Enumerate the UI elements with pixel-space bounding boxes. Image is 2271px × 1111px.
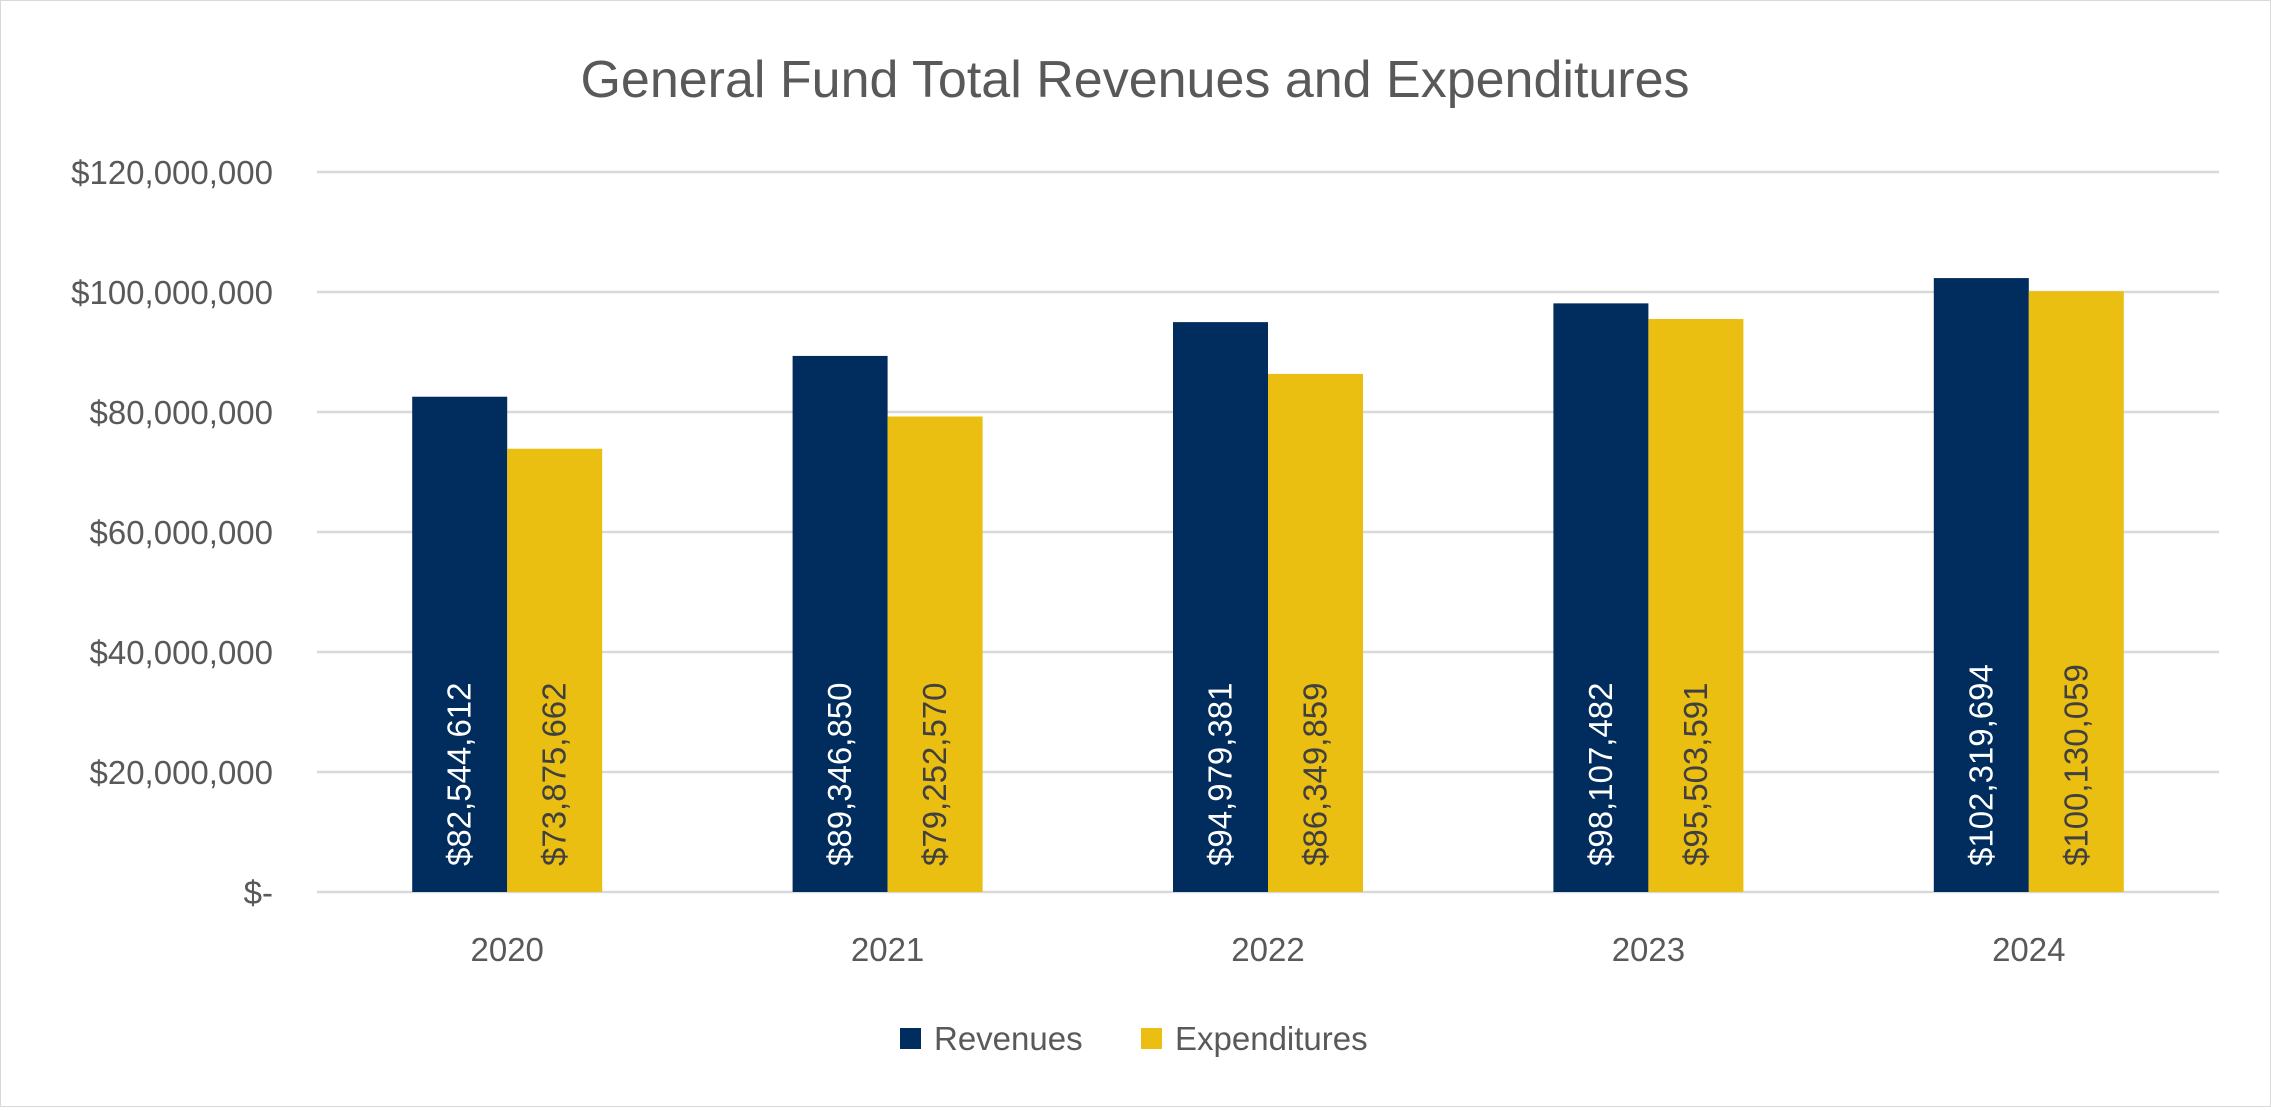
- data-label: $95,503,591: [1677, 682, 1714, 866]
- y-axis: $- $20,000,000 $40,000,000 $60,000,000 $80,0…: [71, 154, 273, 911]
- chart-title: General Fund Total Revenues and Expendit…: [580, 51, 1689, 109]
- data-label: $94,979,381: [1202, 682, 1239, 866]
- bar-expenditures-2022: [1268, 373, 1363, 892]
- data-label: $86,349,859: [1297, 682, 1334, 866]
- bar-revenues-2020: [412, 396, 508, 892]
- y-tick-label: $100,000,000: [71, 274, 273, 311]
- data-label: $82,544,612: [441, 682, 478, 866]
- y-tick-label: $-: [244, 874, 273, 911]
- y-tick-label: $60,000,000: [89, 514, 273, 551]
- legend-swatch-revenues: [900, 1028, 921, 1049]
- y-tick-label: $120,000,000: [71, 154, 273, 191]
- bar-revenues-2022: [1173, 322, 1268, 892]
- x-tick-label: 2022: [1231, 931, 1304, 968]
- bars: $82,544,612 $73,875,662 $89,346,850 $79,252…: [412, 278, 2124, 893]
- bar-expenditures-2024: [2028, 291, 2124, 893]
- legend-swatch-expenditures: [1141, 1028, 1162, 1049]
- x-tick-label: 2021: [851, 931, 924, 968]
- bar-revenues-2023: [1553, 303, 1649, 892]
- data-label: $89,346,850: [821, 682, 858, 866]
- y-tick-label: $80,000,000: [89, 394, 273, 431]
- bar-expenditures-2020: [507, 448, 603, 892]
- x-tick-label: 2020: [470, 931, 543, 968]
- x-axis: 2020 2021 2022 2023 2024: [470, 931, 2065, 968]
- legend: Revenues Expenditures: [900, 1020, 1368, 1057]
- bar-revenues-2021: [792, 355, 888, 892]
- x-tick-label: 2023: [1612, 931, 1685, 968]
- data-label: $100,130,059: [2057, 664, 2094, 866]
- data-label: $102,319,694: [1962, 664, 1999, 866]
- legend-label: Expenditures: [1175, 1020, 1368, 1057]
- x-tick-label: 2024: [1992, 931, 2065, 968]
- bar-expenditures-2023: [1648, 318, 1744, 892]
- y-tick-label: $40,000,000: [89, 634, 273, 671]
- data-label: $73,875,662: [536, 682, 573, 866]
- bar-expenditures-2021: [887, 416, 983, 892]
- data-label: $79,252,570: [916, 682, 953, 866]
- bar-revenues-2024: [1933, 278, 2029, 892]
- data-label: $98,107,482: [1582, 682, 1619, 866]
- y-tick-label: $20,000,000: [89, 754, 273, 791]
- legend-label: Revenues: [934, 1020, 1083, 1057]
